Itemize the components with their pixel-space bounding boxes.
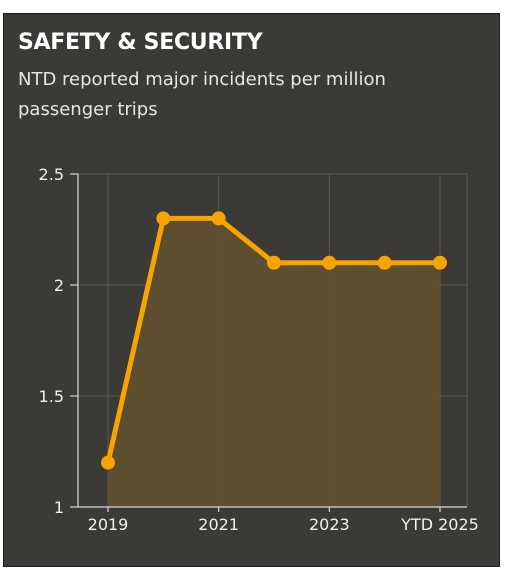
- tick-labels: 1 1.5 2 2.5 2019 2021 2023 YTD 2025: [39, 165, 479, 534]
- data-point-2024: [377, 255, 392, 270]
- y-tick-label-3: 2.5: [39, 165, 64, 184]
- x-tick-label-2: 2023: [309, 515, 350, 534]
- y-tick-label-1: 1.5: [39, 387, 64, 406]
- x-tick-label-1: 2021: [198, 515, 239, 534]
- card-title: SAFETY & SECURITY: [18, 30, 263, 55]
- data-point-2020: [156, 211, 171, 226]
- data-points: [101, 211, 447, 470]
- series-area: [108, 218, 440, 507]
- data-point-2021: [211, 211, 226, 226]
- data-point-ytd-2025: [432, 255, 447, 270]
- data-point-2023: [322, 255, 337, 270]
- x-tick-label-0: 2019: [88, 515, 129, 534]
- axes: [70, 173, 467, 512]
- data-point-2019: [101, 455, 115, 470]
- card-subtitle: NTD reported major incidents per million…: [18, 69, 386, 120]
- area-fill-layer: [108, 218, 440, 507]
- data-point-2022: [266, 255, 281, 270]
- x-tick-label-3: YTD 2025: [400, 515, 479, 534]
- y-tick-label-0: 1: [54, 498, 64, 517]
- y-tick-label-2: 2: [54, 276, 64, 295]
